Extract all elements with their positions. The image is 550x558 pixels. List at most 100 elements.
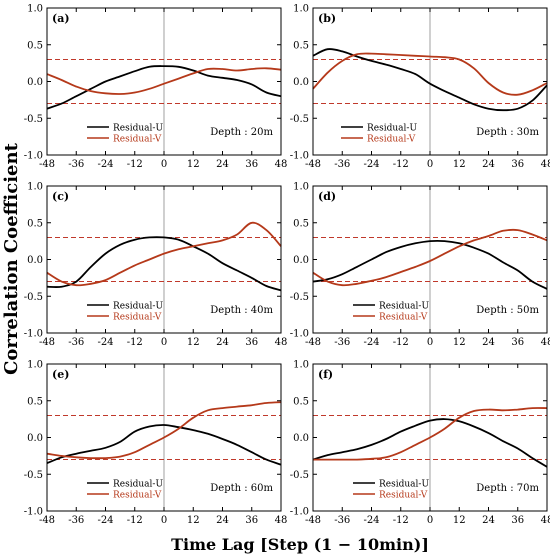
y-tick-label: -1.0 xyxy=(24,151,43,162)
x-tick-label: -36 xyxy=(68,337,84,348)
x-tick-label: -24 xyxy=(363,515,379,526)
series-line-residual-v xyxy=(312,407,548,461)
x-tick-label: 12 xyxy=(453,159,466,170)
x-tick-label: -12 xyxy=(127,159,143,170)
legend-label: Residual-V xyxy=(367,135,416,145)
series-line-residual-v xyxy=(46,401,282,460)
panel-1: -48 -36 -24 -12 0 12 24 36 48 -1.0 -0.5 0.0 0.5 1.0 (b… xyxy=(290,4,550,171)
y-tick-label: 0.0 xyxy=(293,77,309,88)
y-tick-label: 0.5 xyxy=(293,40,309,51)
panel-label: (a) xyxy=(52,12,70,25)
y-tick-label: 0.0 xyxy=(27,255,43,266)
x-tick-label: -36 xyxy=(68,515,84,526)
panel-3: -48 -36 -24 -12 0 12 24 36 48 -1.0 -0.5 0.0 0.5 1.0 (d… xyxy=(290,182,550,349)
legend-label: Residual-U xyxy=(367,124,417,134)
y-tick-label: 0.5 xyxy=(27,396,43,407)
panel-label: (b) xyxy=(318,12,336,25)
legend-label: Residual-U xyxy=(113,124,163,134)
series-line-residual-u xyxy=(46,424,282,466)
series-line-residual-u xyxy=(46,236,282,292)
x-tick-label: -48 xyxy=(305,515,321,526)
x-tick-label: 48 xyxy=(541,515,550,526)
y-tick-label: 1.0 xyxy=(293,182,309,193)
y-tick-label: 0.0 xyxy=(293,255,309,266)
legend-label: Residual-U xyxy=(113,302,163,312)
x-tick-label: 48 xyxy=(275,159,288,170)
x-tick-label: 0 xyxy=(161,159,167,170)
x-tick-label: 36 xyxy=(245,159,258,170)
x-tick-label: 24 xyxy=(482,159,495,170)
y-tick-label: -0.5 xyxy=(24,292,43,303)
x-tick-label: -36 xyxy=(334,337,350,348)
x-tick-label: 36 xyxy=(511,159,524,170)
panel-4: -48 -36 -24 -12 0 12 24 36 48 -1.0 -0.5 0.0 0.5 1.0 (e… xyxy=(24,360,288,527)
x-tick-label: 48 xyxy=(275,337,288,348)
y-tick-label: -1.0 xyxy=(24,329,43,340)
x-tick-label: 36 xyxy=(245,337,258,348)
x-tick-label: 48 xyxy=(541,159,550,170)
y-tick-label: -1.0 xyxy=(24,507,43,518)
y-tick-label: -0.5 xyxy=(24,114,43,125)
depth-label: Depth : 20m xyxy=(210,127,273,138)
x-tick-label: -24 xyxy=(363,337,379,348)
x-tick-label: 12 xyxy=(187,159,200,170)
y-tick-label: 0.0 xyxy=(27,77,43,88)
y-tick-label: 1.0 xyxy=(27,360,43,371)
x-tick-label: -36 xyxy=(334,515,350,526)
y-tick-label: 1.0 xyxy=(293,360,309,371)
y-tick-label: 0.5 xyxy=(293,396,309,407)
x-tick-label: 12 xyxy=(453,337,466,348)
x-tick-label: -12 xyxy=(393,159,409,170)
x-tick-label: 48 xyxy=(275,515,288,526)
x-tick-label: 0 xyxy=(161,515,167,526)
x-tick-label: 0 xyxy=(427,515,433,526)
x-tick-label: 0 xyxy=(161,337,167,348)
depth-label: Depth : 70m xyxy=(476,483,539,494)
x-tick-label: -12 xyxy=(127,337,143,348)
panel-label: (d) xyxy=(318,190,336,203)
x-tick-label: 24 xyxy=(216,337,229,348)
series-line-residual-v xyxy=(312,52,548,96)
x-tick-label: -12 xyxy=(393,337,409,348)
y-tick-label: 1.0 xyxy=(27,182,43,193)
x-tick-label: 24 xyxy=(482,337,495,348)
depth-label: Depth : 40m xyxy=(210,305,273,316)
x-tick-label: -48 xyxy=(305,159,321,170)
y-tick-label: 0.5 xyxy=(293,218,309,229)
series-line-residual-u xyxy=(312,418,548,468)
y-tick-label: -0.5 xyxy=(290,292,309,303)
legend-label: Residual-U xyxy=(113,480,163,490)
x-tick-label: -48 xyxy=(39,515,55,526)
x-axis-title: Time Lag [Step (1 − 10min)] xyxy=(171,535,429,554)
depth-label: Depth : 60m xyxy=(210,483,273,494)
legend-label: Residual-V xyxy=(113,491,162,501)
x-tick-label: 36 xyxy=(511,337,524,348)
panel-5: -48 -36 -24 -12 0 12 24 36 48 -1.0 -0.5 0.0 0.5 1.0 (f… xyxy=(290,360,550,527)
y-axis-title: Correlation Coefficient xyxy=(1,142,22,374)
series-line-residual-v xyxy=(46,221,282,287)
x-tick-label: -48 xyxy=(39,337,55,348)
y-tick-label: 0.0 xyxy=(293,433,309,444)
series-line-residual-u xyxy=(312,239,548,290)
x-tick-label: 0 xyxy=(427,159,433,170)
x-tick-label: -24 xyxy=(363,159,379,170)
y-tick-label: -0.5 xyxy=(24,470,43,481)
x-tick-label: 36 xyxy=(245,515,258,526)
x-tick-label: -36 xyxy=(68,159,84,170)
depth-label: Depth : 50m xyxy=(476,305,539,316)
panel-label: (c) xyxy=(52,190,69,203)
legend-label: Residual-V xyxy=(113,135,162,145)
x-tick-label: -24 xyxy=(97,515,113,526)
y-tick-label: -1.0 xyxy=(290,151,309,162)
x-tick-label: 24 xyxy=(482,515,495,526)
y-tick-label: 0.0 xyxy=(27,433,43,444)
x-tick-label: 24 xyxy=(216,159,229,170)
x-tick-label: 12 xyxy=(187,337,200,348)
x-tick-label: 12 xyxy=(187,515,200,526)
y-tick-label: -1.0 xyxy=(290,329,309,340)
x-tick-label: -12 xyxy=(393,515,409,526)
x-tick-label: 36 xyxy=(511,515,524,526)
x-tick-label: -24 xyxy=(97,337,113,348)
x-tick-label: 24 xyxy=(216,515,229,526)
